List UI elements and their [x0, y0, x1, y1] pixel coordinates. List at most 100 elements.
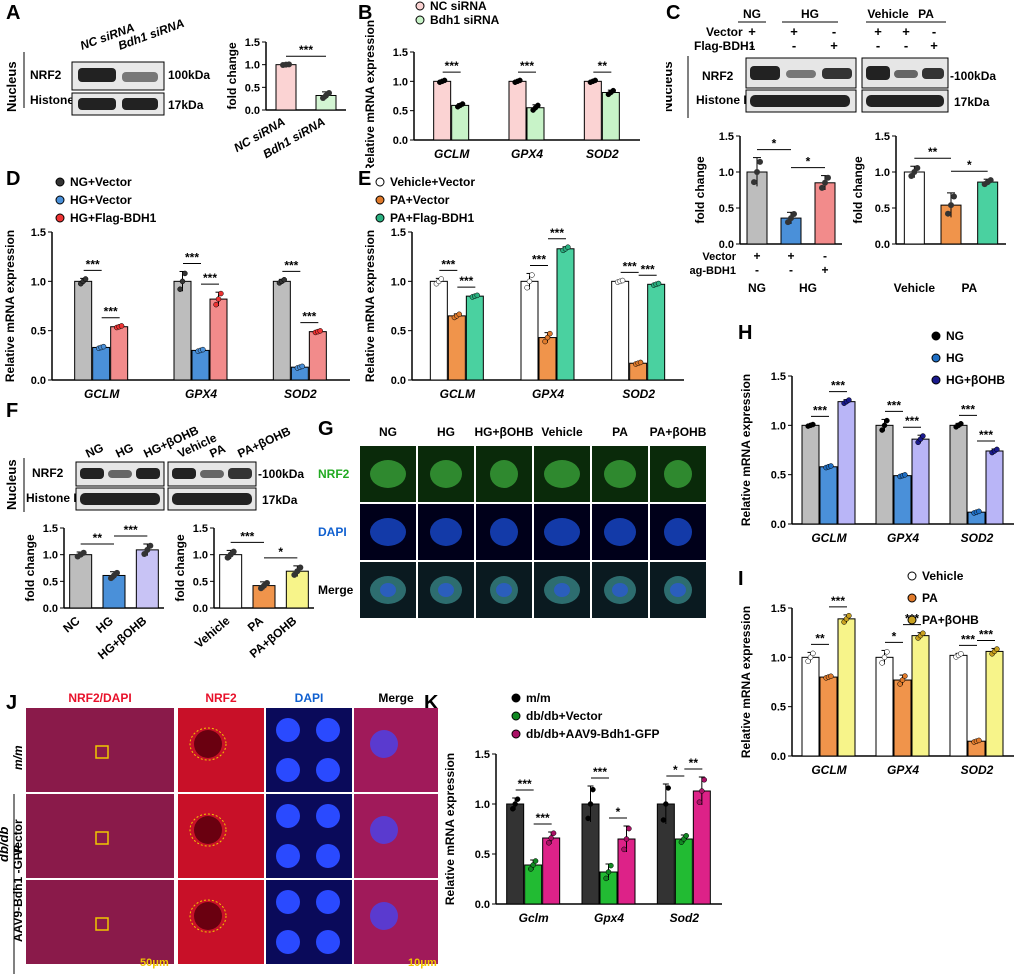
blot-c-side-label: Nucleus — [666, 61, 675, 112]
data-point — [605, 869, 612, 875]
j-cell-nucleus — [194, 902, 222, 930]
data-point — [914, 164, 921, 171]
significance-label: *** — [104, 305, 118, 319]
blot-f-side-label: Nucleus — [4, 459, 19, 510]
data-point — [976, 508, 982, 515]
row-flag-label: Flag-BDH1 — [690, 265, 736, 277]
bar — [191, 349, 210, 381]
blot-f-band-1-5 — [200, 470, 224, 478]
legend-marker — [55, 177, 65, 187]
legend-marker — [931, 331, 941, 341]
y-tick-label: 0.5 — [31, 326, 46, 338]
bar — [433, 80, 452, 141]
data-point — [623, 836, 630, 842]
group-label: Vehicle — [894, 281, 936, 295]
data-point — [958, 421, 964, 427]
panel-c-blot: NG HG Vehicle PA Vector Flag-BDH1 + + - + + -… — [666, 7, 996, 118]
legend-marker — [375, 195, 385, 205]
data-point — [547, 330, 553, 337]
data-point — [512, 801, 518, 807]
g-cell — [544, 518, 580, 546]
j-image-tile — [178, 880, 264, 964]
row-flag-sign: - — [755, 263, 759, 277]
data-point — [510, 806, 516, 812]
panel-letter-g: G — [318, 418, 334, 440]
j-nucleus — [276, 890, 300, 914]
bar — [526, 107, 545, 141]
y-tick-label: 1.0 — [391, 276, 406, 288]
legend-marker — [931, 375, 941, 385]
y-tick-label: 1.5 — [771, 371, 786, 383]
f-lane-label: PA — [207, 441, 228, 460]
significance-label: ** — [928, 145, 938, 159]
j-image-tile — [266, 794, 352, 878]
j-column-label: NRF2/DAPI — [68, 692, 131, 705]
chart-h: 0.0 0.5 1.0 1.5 Relative mRNA expression GCLM… — [739, 329, 1014, 545]
significance-label: *** — [445, 59, 459, 73]
blot-a-row-1-label: NRF2 — [30, 68, 62, 82]
y-axis-label: Relative mRNA expression — [739, 374, 753, 526]
y-tick-label: 0.5 — [719, 203, 734, 215]
data-point — [144, 546, 151, 553]
data-point — [215, 296, 222, 302]
bar — [911, 438, 930, 525]
bar — [985, 450, 1004, 525]
g-nucleus — [496, 583, 512, 597]
blot-c-vector-label: Vector — [706, 25, 743, 39]
legend-marker — [415, 1, 425, 11]
data-point — [100, 343, 107, 350]
j-nucleus — [276, 844, 300, 868]
chart-d: 0.0 0.5 1.0 1.5 Relative mRNA expression GCLM… — [3, 175, 350, 398]
category-label: PA — [245, 613, 266, 634]
j-dotted-outline — [189, 899, 227, 933]
blot-c-group-4: PA — [918, 7, 934, 21]
blot-f-band-1-1 — [80, 468, 104, 479]
y-axis-label: fold change — [225, 42, 239, 110]
y-tick-label: 0.0 — [31, 375, 46, 387]
data-point — [994, 646, 1000, 652]
j-scale-right: 10μm — [408, 957, 437, 969]
data-point — [546, 840, 552, 846]
bar — [173, 280, 192, 381]
g-nucleus — [380, 583, 396, 597]
y-tick-label: 1.5 — [475, 749, 490, 761]
significance-label: *** — [536, 811, 550, 825]
data-point — [317, 328, 323, 334]
data-point — [213, 301, 219, 308]
data-point — [948, 202, 954, 209]
significance-label: *** — [240, 529, 254, 543]
significance-label: *** — [961, 402, 975, 416]
y-axis-label: fold change — [693, 156, 707, 224]
bar — [911, 635, 930, 757]
data-point — [828, 673, 834, 680]
f-lane-label: HG — [113, 440, 135, 460]
category-label: Gclm — [519, 911, 549, 925]
j-nucleus — [316, 758, 340, 782]
j-nucleus — [316, 718, 340, 742]
y-axis-label: Relative mRNA expression — [3, 230, 17, 382]
c-flag-sign: - — [904, 38, 908, 53]
data-point — [474, 292, 480, 299]
j-nucleus — [276, 758, 300, 782]
bar — [285, 570, 309, 609]
blot-f-band-1-3 — [136, 468, 160, 479]
chart-b: 0.0 0.5 1.0 1.5 Relative mRNA expression GCLM… — [363, 0, 640, 168]
bar — [674, 838, 693, 905]
bar — [601, 91, 620, 141]
data-point — [994, 446, 1000, 453]
category-label: SOD2 — [284, 387, 317, 398]
j-nucleus — [316, 890, 340, 914]
bar — [135, 549, 159, 609]
significance-label: * — [806, 155, 811, 169]
c-flag-sign: - — [876, 38, 880, 53]
legend-label: m/m — [526, 692, 551, 705]
data-point — [182, 270, 188, 277]
data-point — [590, 786, 596, 793]
blot-a-row-2-size: 17kDa — [168, 98, 204, 112]
y-tick-label: 0.5 — [43, 576, 58, 588]
y-tick-label: 1.0 — [475, 799, 490, 811]
data-point — [879, 660, 885, 666]
category-label: GPX4 — [532, 387, 564, 398]
c-vector-sign: + — [874, 24, 882, 39]
